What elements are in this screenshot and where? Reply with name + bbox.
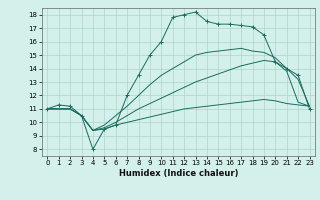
X-axis label: Humidex (Indice chaleur): Humidex (Indice chaleur): [119, 169, 238, 178]
